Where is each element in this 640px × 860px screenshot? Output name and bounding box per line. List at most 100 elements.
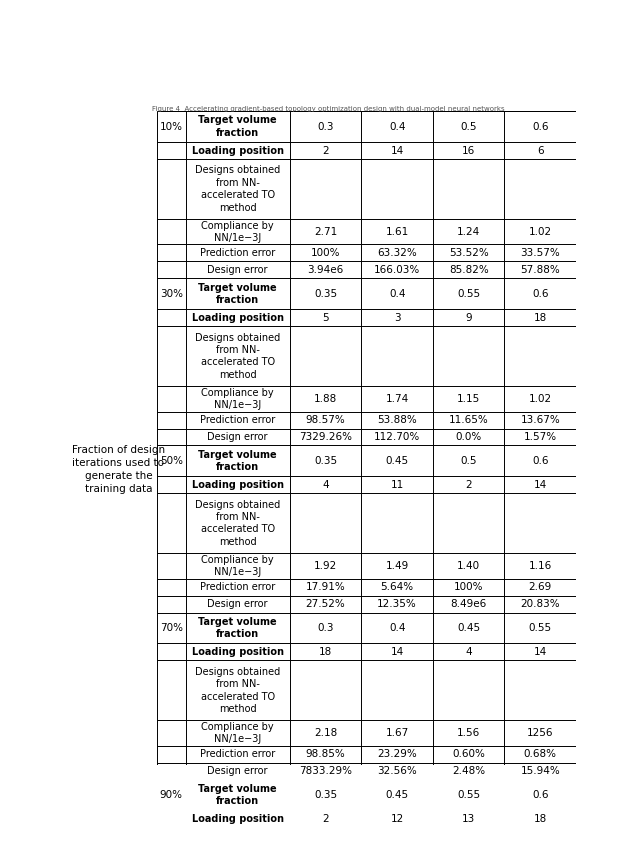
Text: 33.57%: 33.57% bbox=[520, 248, 560, 258]
Text: 7833.29%: 7833.29% bbox=[299, 766, 352, 777]
Text: 1.92: 1.92 bbox=[314, 561, 337, 571]
Text: 0.6: 0.6 bbox=[532, 121, 548, 132]
Text: 0.60%: 0.60% bbox=[452, 749, 485, 759]
Text: 90%: 90% bbox=[160, 790, 183, 800]
Text: 0.55: 0.55 bbox=[529, 623, 552, 633]
Text: Compliance by
NN/1e−3J: Compliance by NN/1e−3J bbox=[202, 388, 274, 410]
Text: 1.74: 1.74 bbox=[385, 394, 409, 404]
Text: 14: 14 bbox=[390, 145, 404, 156]
Text: 166.03%: 166.03% bbox=[374, 265, 420, 275]
Text: 1.88: 1.88 bbox=[314, 394, 337, 404]
Text: 0.6: 0.6 bbox=[532, 790, 548, 800]
Text: 0.0%: 0.0% bbox=[456, 432, 482, 442]
Text: 3: 3 bbox=[394, 313, 401, 322]
Text: Designs obtained
from NN-
accelerated TO
method: Designs obtained from NN- accelerated TO… bbox=[195, 165, 280, 212]
Text: Prediction error: Prediction error bbox=[200, 749, 275, 759]
Text: 1256: 1256 bbox=[527, 728, 554, 738]
Text: Compliance by
NN/1e−3J: Compliance by NN/1e−3J bbox=[202, 722, 274, 744]
Text: Target volume
fraction: Target volume fraction bbox=[198, 115, 277, 138]
Text: 6: 6 bbox=[537, 145, 543, 156]
Text: 0.4: 0.4 bbox=[389, 289, 405, 298]
Text: 11: 11 bbox=[390, 480, 404, 489]
Text: 14: 14 bbox=[534, 480, 547, 489]
Text: 13: 13 bbox=[462, 814, 476, 824]
Text: 0.45: 0.45 bbox=[385, 790, 409, 800]
Text: 70%: 70% bbox=[160, 623, 183, 633]
Text: 0.4: 0.4 bbox=[389, 623, 405, 633]
Text: 0.4: 0.4 bbox=[389, 121, 405, 132]
Text: 2: 2 bbox=[323, 814, 329, 824]
Text: Design error: Design error bbox=[207, 265, 268, 275]
Text: Target volume
fraction: Target volume fraction bbox=[198, 283, 277, 305]
Text: Loading position: Loading position bbox=[192, 814, 284, 824]
Text: 1.56: 1.56 bbox=[457, 728, 480, 738]
Text: Target volume
fraction: Target volume fraction bbox=[198, 617, 277, 639]
Text: 5.64%: 5.64% bbox=[381, 582, 413, 593]
Text: 0.6: 0.6 bbox=[532, 289, 548, 298]
Text: Designs obtained
from NN-
accelerated TO
method: Designs obtained from NN- accelerated TO… bbox=[195, 500, 280, 547]
Text: 1.16: 1.16 bbox=[529, 561, 552, 571]
Text: 2: 2 bbox=[323, 145, 329, 156]
Text: 2.69: 2.69 bbox=[529, 582, 552, 593]
Text: Loading position: Loading position bbox=[192, 313, 284, 322]
Text: 98.57%: 98.57% bbox=[306, 415, 346, 425]
Text: 0.55: 0.55 bbox=[457, 790, 480, 800]
Text: 14: 14 bbox=[390, 647, 404, 657]
Text: Target volume
fraction: Target volume fraction bbox=[198, 450, 277, 472]
Text: 7329.26%: 7329.26% bbox=[299, 432, 352, 442]
Text: Loading position: Loading position bbox=[192, 480, 284, 489]
Text: 0.35: 0.35 bbox=[314, 456, 337, 466]
Text: 1.61: 1.61 bbox=[385, 227, 409, 237]
Text: Design error: Design error bbox=[207, 432, 268, 442]
Text: 2.48%: 2.48% bbox=[452, 766, 485, 777]
Text: 0.35: 0.35 bbox=[314, 289, 337, 298]
Text: 32.56%: 32.56% bbox=[377, 766, 417, 777]
Text: 13.67%: 13.67% bbox=[520, 415, 560, 425]
Text: 18: 18 bbox=[319, 647, 332, 657]
Text: 2: 2 bbox=[465, 480, 472, 489]
Text: 85.82%: 85.82% bbox=[449, 265, 488, 275]
Text: Prediction error: Prediction error bbox=[200, 415, 275, 425]
Text: 98.85%: 98.85% bbox=[306, 749, 346, 759]
Text: 4: 4 bbox=[323, 480, 329, 489]
Text: 20.83%: 20.83% bbox=[520, 599, 560, 609]
Text: Compliance by
NN/1e−3J: Compliance by NN/1e−3J bbox=[202, 221, 274, 243]
Text: 57.88%: 57.88% bbox=[520, 265, 560, 275]
Text: Designs obtained
from NN-
accelerated TO
method: Designs obtained from NN- accelerated TO… bbox=[195, 333, 280, 380]
Text: 30%: 30% bbox=[160, 289, 183, 298]
Text: 0.45: 0.45 bbox=[457, 623, 480, 633]
Text: 15.94%: 15.94% bbox=[520, 766, 560, 777]
Text: 9: 9 bbox=[465, 313, 472, 322]
Text: 0.35: 0.35 bbox=[314, 790, 337, 800]
Text: 50%: 50% bbox=[160, 456, 183, 466]
Text: 1.67: 1.67 bbox=[385, 728, 409, 738]
Text: 0.3: 0.3 bbox=[317, 623, 334, 633]
Text: 0.5: 0.5 bbox=[460, 456, 477, 466]
Text: 12.35%: 12.35% bbox=[377, 599, 417, 609]
Text: 1.24: 1.24 bbox=[457, 227, 480, 237]
Text: Figure 4  Accelerating gradient-based topology optimization design with dual-mod: Figure 4 Accelerating gradient-based top… bbox=[152, 107, 504, 113]
Text: 1.15: 1.15 bbox=[457, 394, 480, 404]
Text: 10%: 10% bbox=[160, 121, 183, 132]
Text: 12: 12 bbox=[390, 814, 404, 824]
Text: 17.91%: 17.91% bbox=[306, 582, 346, 593]
Text: 1.40: 1.40 bbox=[457, 561, 480, 571]
Text: 100%: 100% bbox=[311, 248, 340, 258]
Text: 16: 16 bbox=[462, 145, 476, 156]
Text: 0.3: 0.3 bbox=[317, 121, 334, 132]
Text: 27.52%: 27.52% bbox=[306, 599, 346, 609]
Text: 0.45: 0.45 bbox=[385, 456, 409, 466]
Text: 1.02: 1.02 bbox=[529, 227, 552, 237]
Text: 53.88%: 53.88% bbox=[377, 415, 417, 425]
Text: 3.94e6: 3.94e6 bbox=[307, 265, 344, 275]
Text: 112.70%: 112.70% bbox=[374, 432, 420, 442]
Text: 2.71: 2.71 bbox=[314, 227, 337, 237]
Text: Compliance by
NN/1e−3J: Compliance by NN/1e−3J bbox=[202, 555, 274, 577]
Text: 14: 14 bbox=[534, 647, 547, 657]
Text: 23.29%: 23.29% bbox=[377, 749, 417, 759]
Text: Target volume
fraction: Target volume fraction bbox=[198, 783, 277, 806]
Text: 63.32%: 63.32% bbox=[377, 248, 417, 258]
Text: Design error: Design error bbox=[207, 766, 268, 777]
Text: 11.65%: 11.65% bbox=[449, 415, 488, 425]
Text: 100%: 100% bbox=[454, 582, 483, 593]
